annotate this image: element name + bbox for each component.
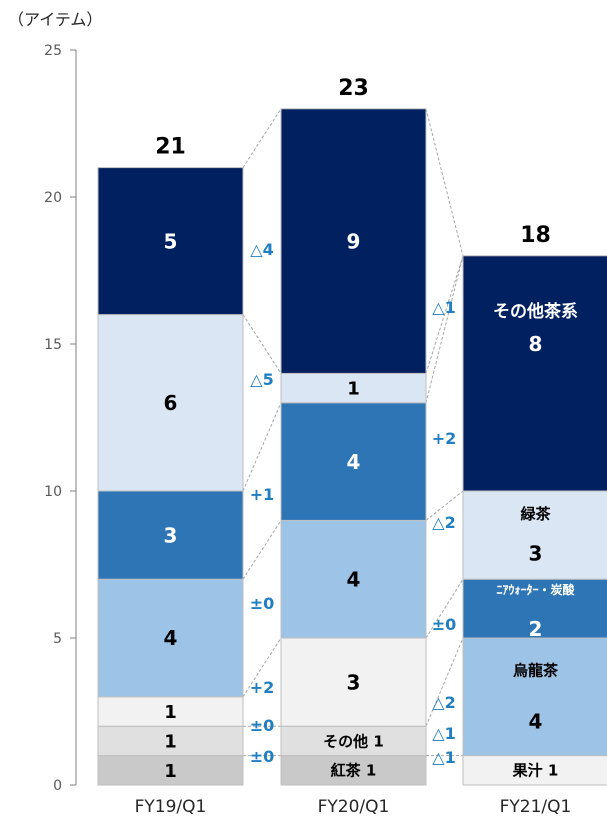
y-tick-label: 10 [44,484,62,500]
change-label: △4 [250,240,273,259]
connector-line [242,314,282,374]
change-label: △1 [432,724,455,743]
connector-line [425,578,464,639]
x-axis-labels: FY19/Q1 FY20/Q1 FY21/Q1 [135,797,572,817]
bar-total-label: 23 [338,76,369,101]
x-axis-label: FY20/Q1 [318,797,390,817]
bar-segment [97,490,244,580]
change-label: ±0 [432,615,457,634]
connector-lines [242,108,464,757]
segment-label: 4 [347,567,361,591]
segment-label: 緑茶 [520,505,551,523]
change-label: +2 [432,429,457,448]
bar-segment [97,755,244,786]
segment-label: 紅茶 1 [331,762,377,780]
segment-label: 4 [347,450,361,474]
segment-label: 果汁 1 [512,762,559,780]
bar-segment [97,314,244,492]
bar-segment [280,637,427,727]
segment-label: 5 [164,229,178,253]
bar-segment [97,167,244,316]
bar-total-label: 18 [520,223,551,248]
segment-label: 1 [164,731,177,752]
segment-label: 4 [164,626,178,650]
y-tick-label: 5 [53,631,62,647]
bar-segment [97,725,244,757]
connector-line [242,520,282,580]
segment-label: 1 [164,761,177,782]
segment-label: その他 1 [323,732,384,750]
segment-label: 1 [347,379,360,400]
change-labels: ±0 ±0 +2 ±0 +1 △5 △4 △1 △1 △2 ±0 △2 +2 △1 [250,240,457,767]
y-tick-label: 0 [53,778,62,794]
bar-segment [462,255,607,492]
y-tick-label: 15 [44,337,62,353]
bar-segment [97,696,244,727]
connector-line [425,108,464,256]
change-label: △2 [432,513,455,532]
bar-segment [280,108,427,374]
unit-label: （アイテム） [8,10,102,29]
y-tick-label: 20 [44,190,62,206]
x-axis-label: FY21/Q1 [500,797,572,817]
segment-value-label: 2 [529,617,543,641]
connector-line [425,490,464,521]
change-label: ±0 [250,594,275,613]
connector-line [425,255,464,403]
segment-label: ﾆｱｳｫｰﾀｰ・炭酸 [496,582,575,597]
y-tick-label: 25 [44,43,62,59]
bars [97,108,607,786]
segment-value-label: 8 [529,332,543,356]
x-axis-label: FY19/Q1 [135,797,207,817]
segment-value-label: 4 [529,710,543,734]
bar-segment [97,578,244,698]
segment-label: 9 [347,229,361,253]
bar-segment [462,490,607,580]
bar-segment [280,725,427,757]
y-axis: 0 5 10 15 20 25 [44,43,77,794]
change-label: △5 [250,370,273,389]
segment-label: 3 [347,670,361,694]
bar-segment [462,755,607,786]
connector-line [242,108,282,168]
change-label: △1 [432,298,455,317]
bar-segment [280,402,427,521]
bar-segment [280,755,427,786]
bar-segment [462,637,607,757]
bar-total-label: 21 [155,135,186,160]
segment-value-label: 3 [529,542,543,566]
bar-segment [462,578,607,639]
change-label: △1 [432,748,455,767]
connector-line [242,637,282,698]
connector-line [425,255,464,374]
bar-segment [280,372,427,404]
connector-line [242,402,282,492]
segment-label: 6 [164,391,178,415]
segment-label: 3 [164,523,178,547]
segment-label: その他茶系 [493,301,578,322]
change-label: ±0 [250,747,275,766]
change-label: +1 [250,485,275,504]
segment-label: 烏龍茶 [513,662,559,680]
segment-label: 1 [164,702,177,723]
change-label: ±0 [250,716,275,735]
change-label: △2 [432,693,455,712]
connector-line [425,637,464,727]
bar-segment [280,519,427,639]
change-label: +2 [250,678,275,697]
